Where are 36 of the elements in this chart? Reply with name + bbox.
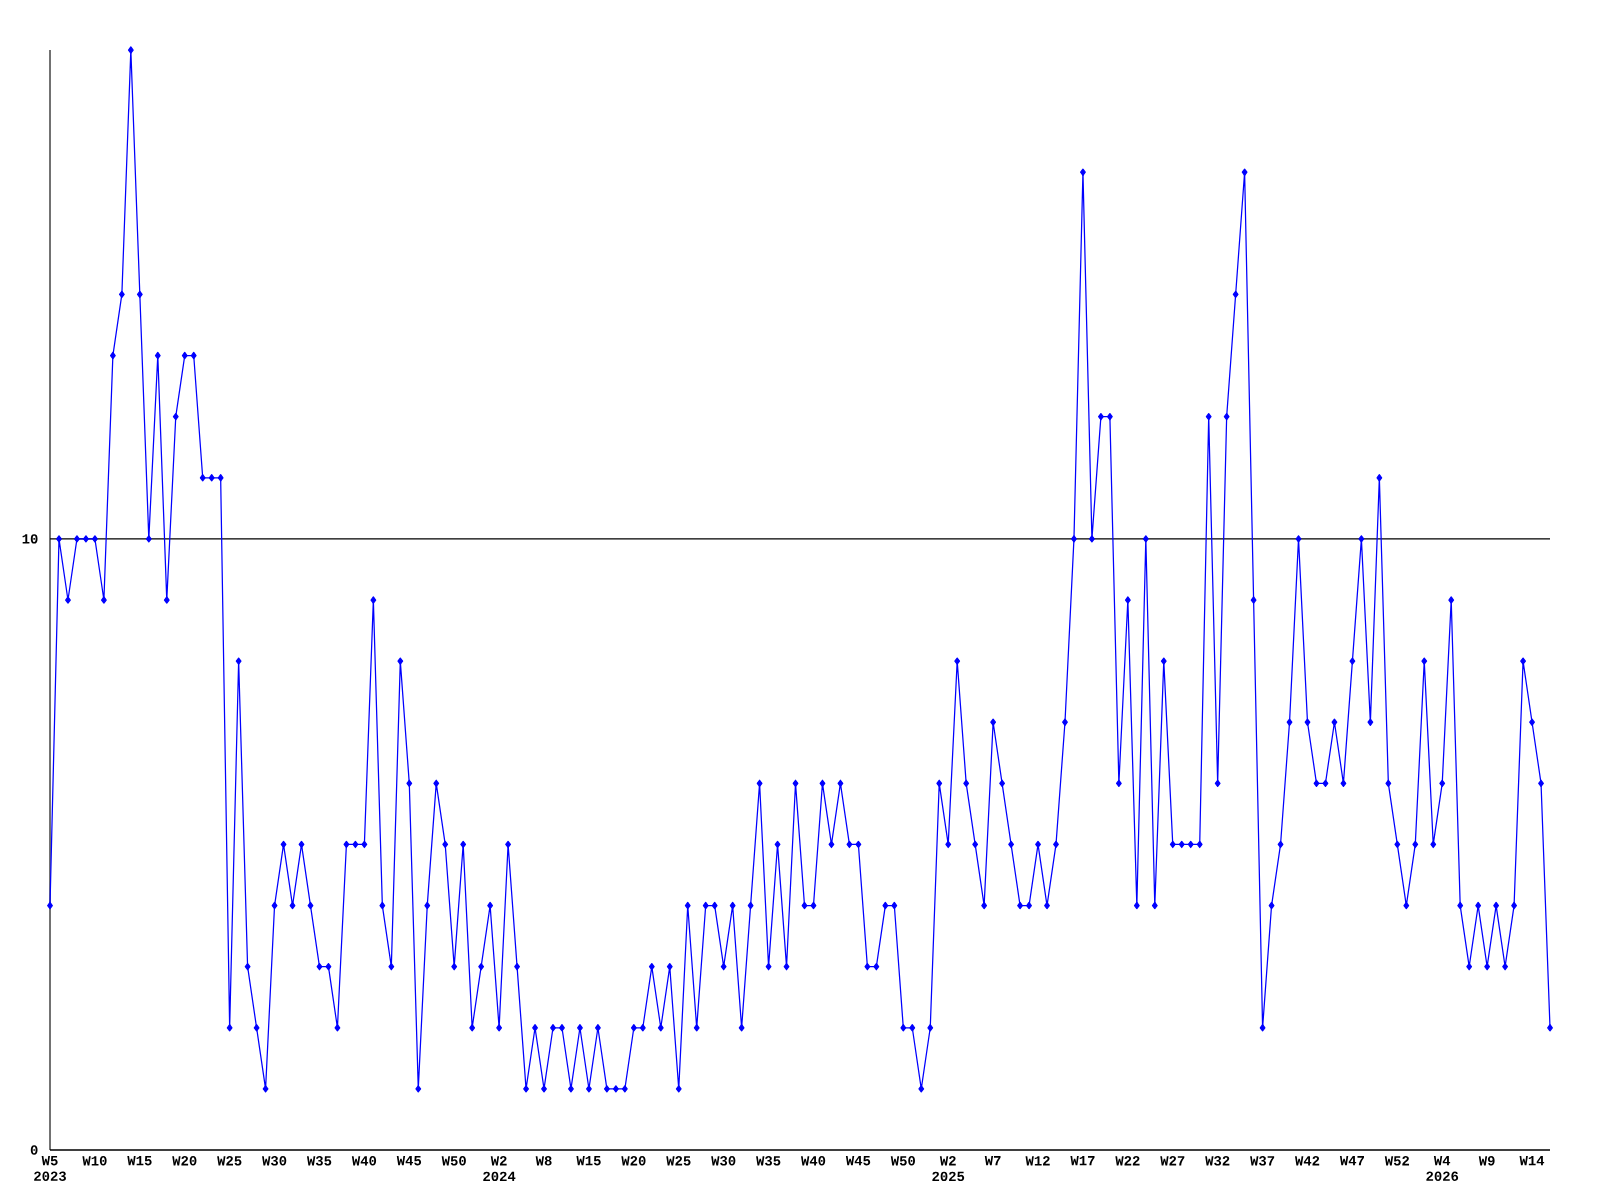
x-tick-label: W20 [172, 1156, 197, 1166]
x-tick-label: W45 [396, 1156, 422, 1166]
x-tick-label: W7 [984, 1156, 1001, 1166]
x-tick-label: W4 2026 [1426, 1156, 1459, 1181]
x-tick-label: W5 2023 [34, 1156, 66, 1181]
x-tick-label: W45 [845, 1156, 871, 1166]
y-tick-label: 0 [30, 1145, 38, 1155]
x-tick-label: W25 [666, 1156, 691, 1166]
x-tick-label: W10 [82, 1156, 107, 1166]
x-tick-label: W50 [441, 1156, 466, 1166]
y-tick-label: 10 [22, 534, 38, 544]
x-tick-label: W40 [351, 1156, 377, 1166]
x-tick-label: W20 [621, 1156, 646, 1166]
x-tick-label: W50 [890, 1156, 915, 1166]
x-tick-label: W30 [711, 1156, 736, 1166]
x-tick-label: W15 [127, 1156, 152, 1166]
x-tick-label: W9 [1478, 1156, 1495, 1166]
x-tick-label: W37 [1250, 1156, 1275, 1166]
x-tick-label: W52 [1384, 1156, 1410, 1166]
x-tick-label: W35 [756, 1156, 781, 1166]
x-tick-label: W22 [1115, 1156, 1140, 1166]
x-tick-label: W42 [1294, 1156, 1320, 1166]
x-tick-label: W15 [576, 1156, 601, 1166]
x-tick-label: W35 [306, 1156, 332, 1166]
x-tick-label: W14 [1519, 1156, 1545, 1166]
x-tick-label: W25 [217, 1156, 242, 1166]
x-tick-label: W30 [262, 1156, 287, 1166]
x-tick-label: W8 [535, 1156, 552, 1166]
x-tick-label: W2 2024 [483, 1156, 516, 1182]
x-tick-label: W12 [1025, 1156, 1050, 1166]
x-tick-label: W27 [1160, 1156, 1185, 1166]
x-tick-label: W32 [1205, 1156, 1230, 1166]
x-tick-label: W2 2025 [932, 1156, 965, 1182]
x-tick-label: W17 [1070, 1156, 1095, 1166]
x-tick-label: W40 [800, 1156, 826, 1166]
x-tick-label: W47 [1339, 1156, 1364, 1166]
